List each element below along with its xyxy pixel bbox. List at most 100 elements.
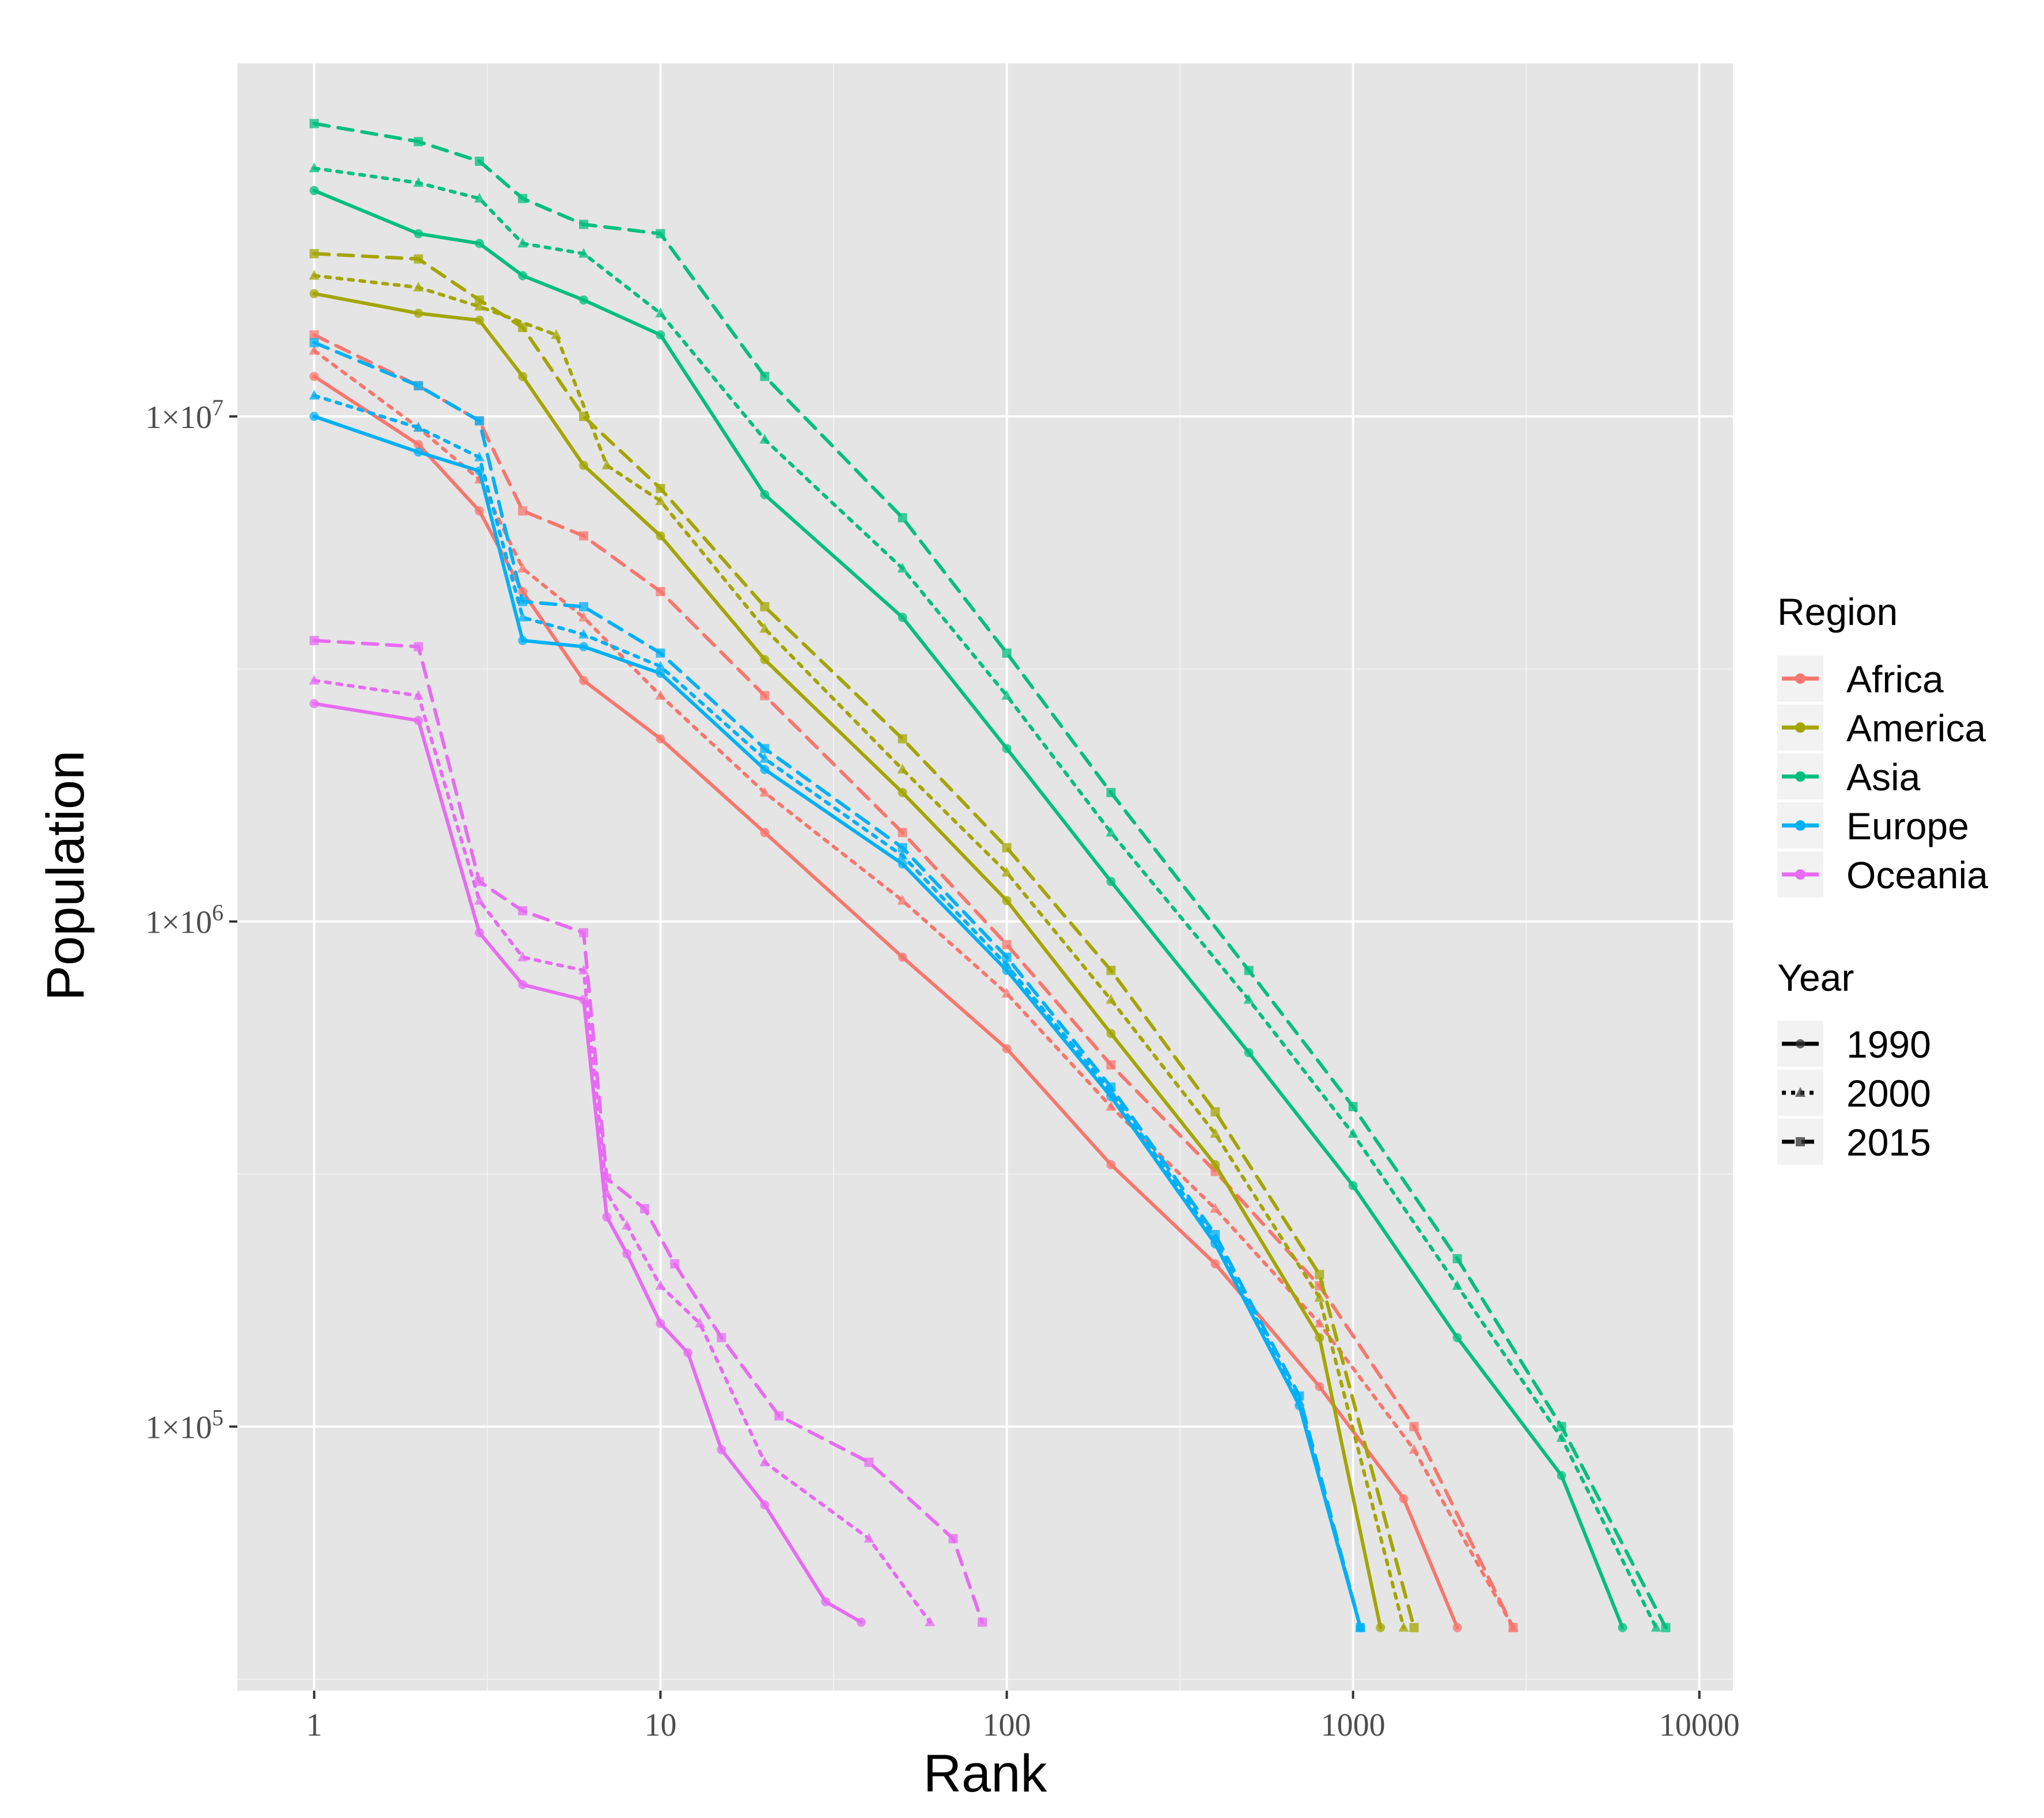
series-point-asia-2015: [1452, 1254, 1462, 1264]
series-africa-1990: [309, 372, 1462, 1633]
series-point-asia-1990: [475, 238, 484, 248]
series-point-america-1990: [1376, 1623, 1386, 1633]
legend-item-asia: Asia: [1777, 753, 1921, 800]
x-tick-label: 1: [306, 1707, 322, 1743]
series-point-asia-2015: [414, 137, 423, 146]
series-point-america-2000: [1398, 1622, 1409, 1632]
series-asia-1990: [309, 185, 1627, 1633]
series-point-asia-1990: [518, 271, 528, 281]
series-point-oceania-2000: [413, 690, 424, 700]
series-point-africa-2015: [1002, 940, 1012, 949]
series-point-africa-2000: [655, 690, 666, 700]
series-oceania-2015: [309, 635, 987, 1627]
series-point-asia-1990: [1452, 1333, 1462, 1343]
series-line-oceania-2000: [312, 679, 932, 1624]
series-point-africa-2000: [578, 611, 589, 622]
series-point-oceania-2000: [655, 1280, 666, 1290]
series-america-1990: [309, 289, 1386, 1633]
y-axis-title: Population: [36, 751, 95, 1001]
series-point-america-1990: [475, 315, 484, 325]
series-point-europe-2000: [759, 753, 770, 763]
series-point-asia-2000: [517, 237, 528, 248]
series-line-africa-1990: [312, 374, 1459, 1630]
series-point-asia-2015: [1244, 965, 1254, 975]
series-point-america-1990: [898, 787, 907, 797]
series-point-oceania-2000: [864, 1533, 875, 1543]
legend-region-title: Region: [1777, 590, 1898, 633]
legend-key-marker: [1795, 673, 1805, 684]
series-point-africa-1990: [656, 734, 665, 744]
series-point-europe-1990: [579, 642, 589, 652]
series-point-asia-2015: [656, 229, 665, 238]
series-point-africa-1990: [1210, 1259, 1220, 1268]
series-point-europe-2000: [1001, 959, 1012, 969]
series-point-europe-2015: [1002, 952, 1012, 962]
series-point-oceania-2015: [774, 1411, 784, 1421]
series-point-africa-1990: [1399, 1494, 1409, 1503]
series-point-europe-2015: [1210, 1230, 1220, 1240]
series-point-asia-2015: [1106, 787, 1116, 797]
legend-item-oceania: Oceania: [1777, 851, 1988, 897]
series-point-america-2000: [897, 763, 908, 774]
series-europe-2015: [309, 338, 1365, 1633]
series-point-asia-2015: [579, 219, 589, 229]
series-point-africa-2015: [579, 531, 589, 541]
series-point-europe-2015: [1294, 1391, 1304, 1401]
series-point-africa-2000: [759, 786, 770, 797]
series-point-america-2000: [413, 282, 424, 292]
series-point-oceania-2000: [474, 895, 485, 905]
legend-label: Africa: [1846, 658, 1944, 700]
series-point-asia-2000: [655, 307, 666, 317]
legend-label: 2015: [1846, 1121, 1931, 1164]
series-point-africa-2000: [1409, 1444, 1420, 1454]
series-point-oceania-1990: [602, 1212, 612, 1222]
series-point-asia-2000: [897, 562, 908, 573]
series-point-america-2015: [579, 411, 589, 421]
y-tick-label: 1×105: [145, 1405, 224, 1446]
legend-key-marker: [1796, 1039, 1805, 1048]
series-point-europe-2000: [655, 660, 666, 671]
series-layer: [309, 119, 1671, 1633]
series-point-europe-1990: [414, 447, 423, 457]
series-point-africa-2000: [517, 562, 528, 573]
series-point-america-2015: [475, 295, 484, 305]
legend-item-america: America: [1777, 705, 1986, 751]
series-america-2000: [309, 270, 1409, 1632]
series-point-oceania-2000: [925, 1616, 936, 1627]
series-point-asia-1990: [760, 490, 770, 499]
series-point-oceania-2000: [309, 675, 320, 685]
series-point-asia-2000: [474, 192, 485, 203]
legend-label: Europe: [1846, 805, 1969, 847]
series-point-asia-2000: [413, 177, 424, 187]
series-point-oceania-2000: [759, 1456, 770, 1467]
series-point-asia-1990: [414, 229, 423, 238]
series-point-america-2015: [1210, 1107, 1220, 1117]
series-point-oceania-2015: [670, 1259, 680, 1268]
series-point-africa-2000: [1001, 987, 1012, 998]
series-point-america-2015: [414, 254, 423, 264]
legend-key-marker: [1795, 1087, 1805, 1097]
series-point-america-2000: [759, 623, 770, 633]
series-point-oceania-1990: [414, 715, 423, 725]
series-point-asia-2000: [309, 162, 320, 173]
series-asia-2015: [309, 119, 1671, 1633]
series-point-oceania-2000: [622, 1219, 633, 1230]
series-point-oceania-2000: [694, 1317, 705, 1328]
series-point-oceania-2015: [639, 1204, 649, 1214]
series-point-europe-2000: [578, 628, 589, 639]
series-point-africa-2015: [656, 586, 665, 596]
x-tick-label: 10: [644, 1707, 676, 1743]
y-tick-label: 1×107: [145, 395, 224, 435]
series-point-oceania-2015: [717, 1333, 726, 1343]
legend-label: 2000: [1846, 1072, 1931, 1115]
series-point-europe-2015: [579, 602, 589, 612]
series-point-oceania-2015: [602, 1173, 612, 1183]
series-point-oceania-2015: [309, 635, 319, 645]
series-point-asia-2000: [1001, 690, 1012, 700]
series-point-africa-1990: [309, 372, 319, 381]
series-point-america-1990: [1106, 1029, 1116, 1039]
series-point-africa-2000: [1314, 1317, 1325, 1328]
series-point-europe-2015: [1106, 1082, 1116, 1092]
series-point-africa-1990: [1452, 1623, 1462, 1633]
